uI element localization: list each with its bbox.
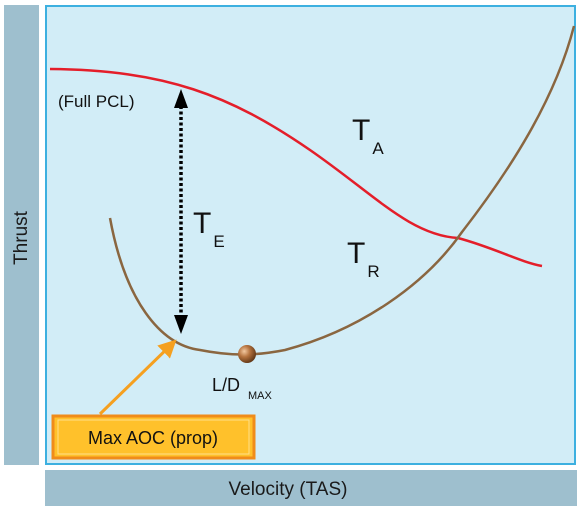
x-axis-label: Velocity (TAS) (229, 479, 348, 500)
thrust-available-label: TA (352, 114, 384, 158)
callout-box (51, 414, 256, 460)
callout-label: Max AOC (prop) (88, 428, 218, 448)
plot-panel (45, 5, 576, 465)
excess-thrust-arrowhead-up (174, 89, 188, 108)
thrust-available-curve (49, 67, 543, 268)
callout-box-inner (57, 419, 250, 455)
excess-thrust-arrowhead-down (174, 315, 188, 334)
ld-max-marker (238, 345, 256, 363)
y-axis-bar (4, 5, 39, 465)
ld-max-label: L/DMAX (212, 375, 273, 402)
x-axis-bar (45, 470, 577, 506)
y-axis-label: Thrust (11, 210, 32, 265)
callout-arrow (98, 339, 177, 416)
full-pcl-label: (Full PCL) (58, 92, 135, 111)
thrust-excess-label: TE (193, 207, 225, 251)
thrust-required-label: TR (347, 237, 380, 281)
thrust-required-curve (108, 25, 576, 356)
